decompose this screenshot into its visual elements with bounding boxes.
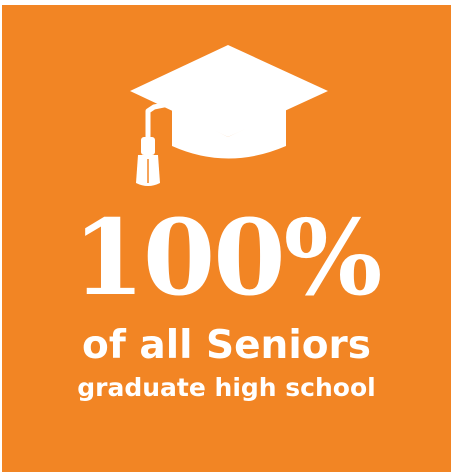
stat-subject: of all Seniors (82, 323, 371, 368)
stat-card: 100% of all Seniors graduate high school (2, 5, 451, 472)
graduation-cap-icon (130, 45, 328, 186)
stat-description: graduate high school (77, 373, 376, 402)
stat-value: 100% (72, 196, 383, 319)
